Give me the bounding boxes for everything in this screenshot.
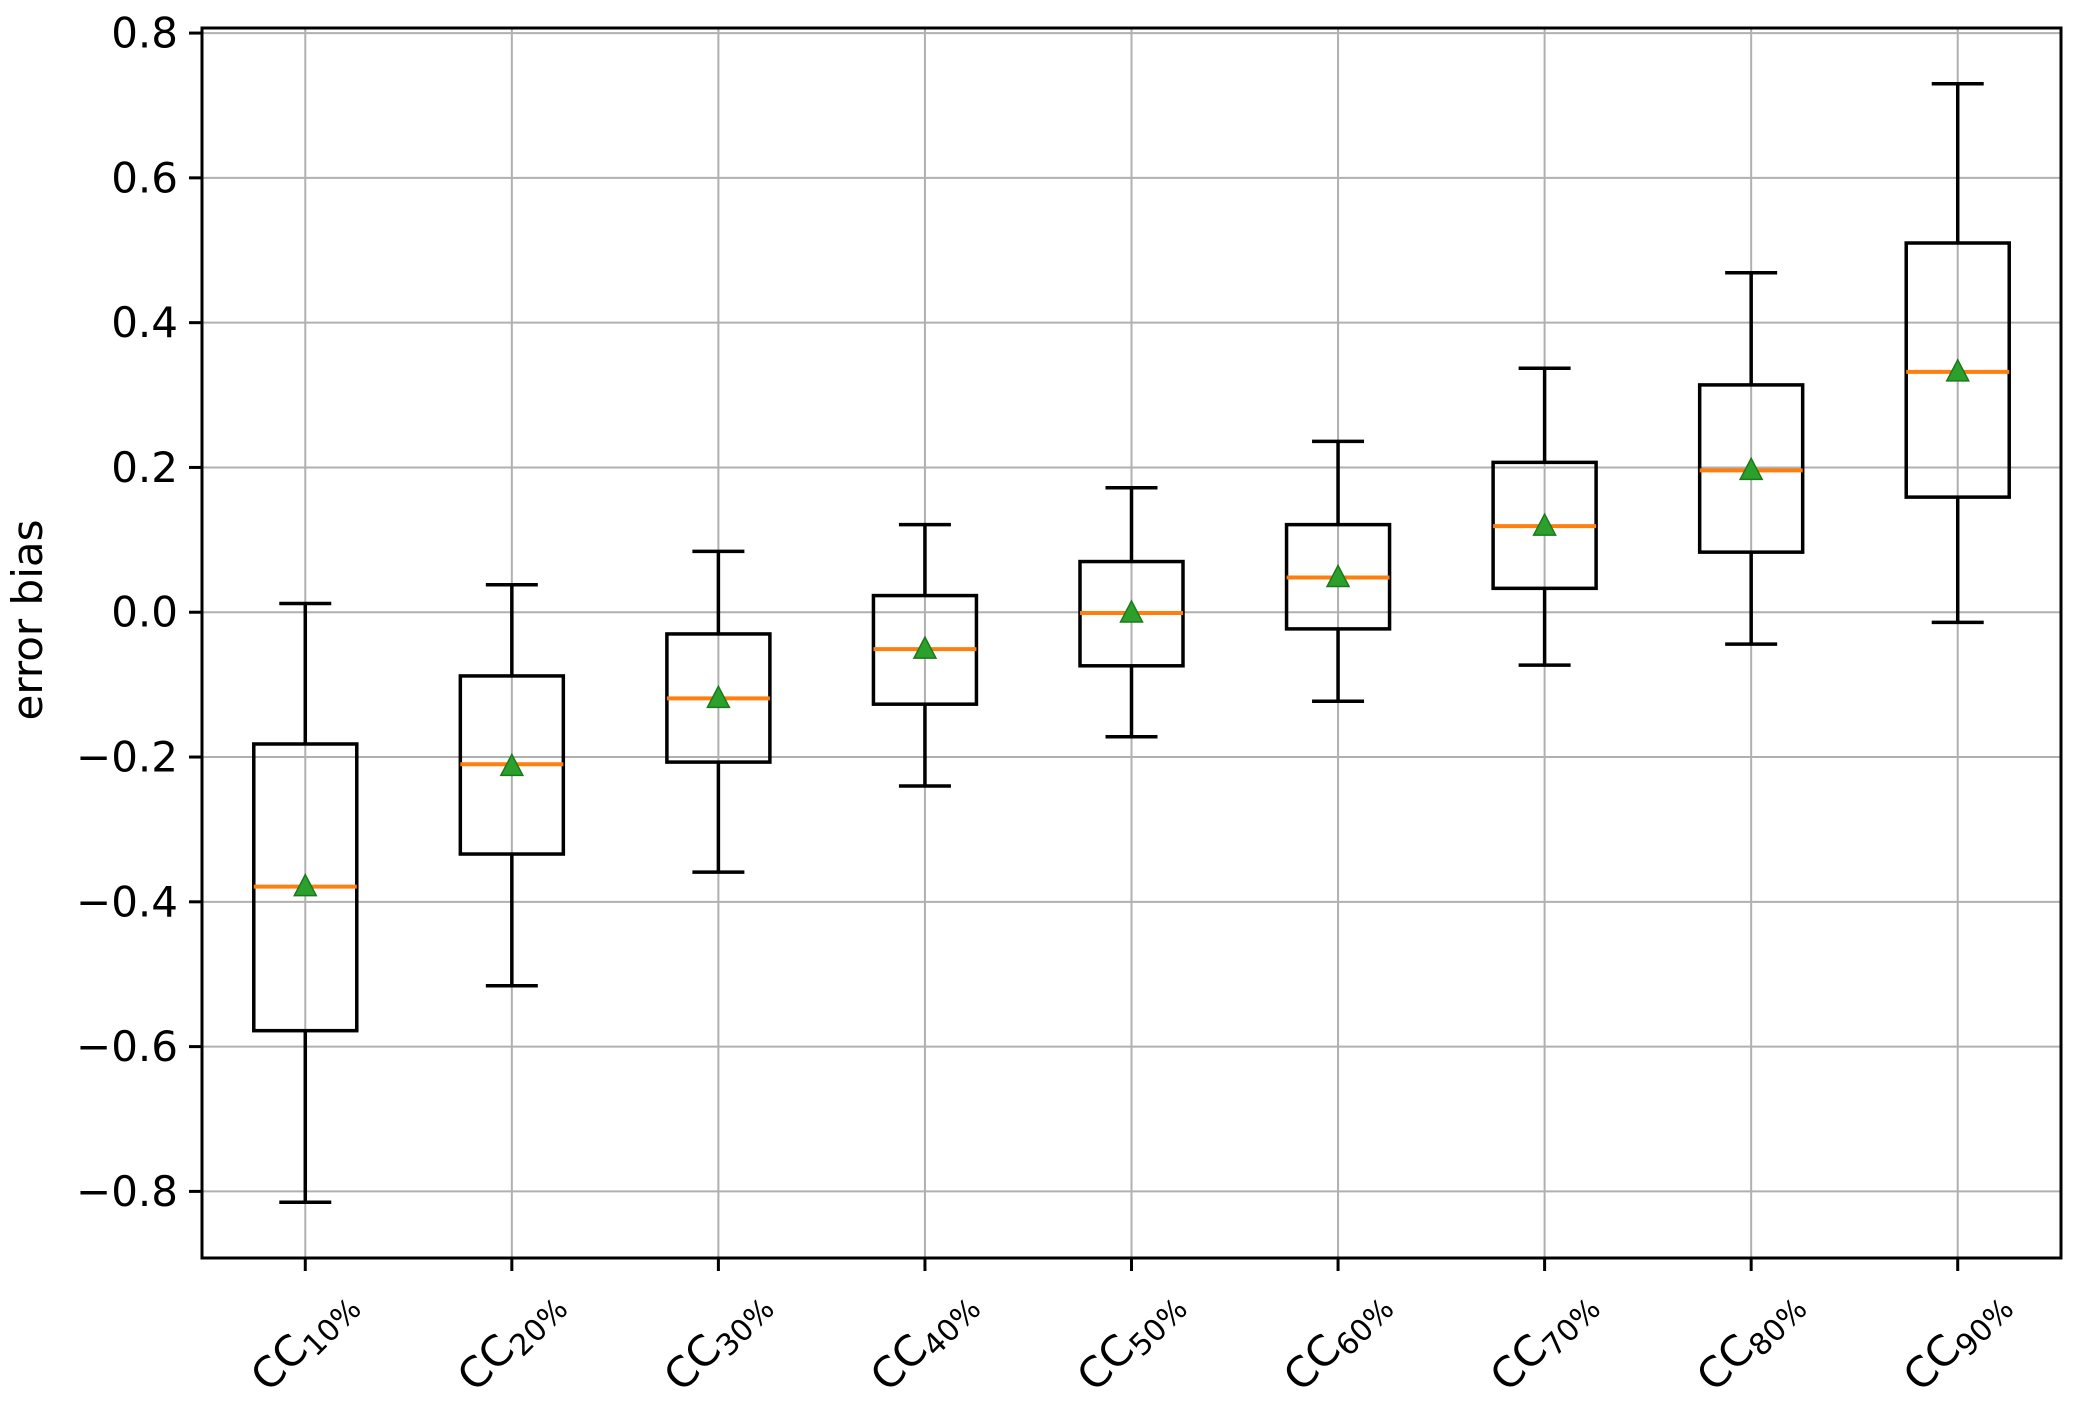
y-tick-label: −0.8 [76, 1167, 178, 1216]
x-tick-label: CC90% [1894, 1277, 2022, 1405]
y-tick-label: 0.2 [111, 443, 178, 492]
x-tick-label: CC70% [1480, 1277, 1608, 1405]
y-tick-label: 0.0 [111, 588, 178, 637]
mean-marker [912, 635, 938, 659]
x-tick-label: CC20% [448, 1277, 576, 1405]
x-tick-label: CC10% [241, 1277, 369, 1405]
y-tick-label: 0.8 [111, 9, 178, 58]
mean-marker [1325, 563, 1351, 588]
mean-marker [706, 684, 731, 709]
mean-marker [1945, 358, 1970, 382]
y-tick-label: −0.4 [76, 877, 178, 926]
mean-marker [1532, 512, 1557, 536]
y-tick-label: 0.6 [111, 153, 178, 202]
mean-marker [1119, 599, 1144, 623]
x-tick-label: CC30% [654, 1277, 782, 1405]
mean-marker [293, 872, 318, 897]
y-tick-label: −0.2 [76, 733, 178, 782]
y-axis-label: error bias [3, 520, 52, 721]
mean-marker [499, 752, 525, 777]
mean-marker [1738, 456, 1764, 481]
y-tick-label: 0.4 [111, 298, 178, 347]
x-tick-label: CC40% [861, 1277, 989, 1405]
x-tick-label: CC80% [1687, 1277, 1815, 1405]
y-tick-label: −0.6 [76, 1022, 178, 1071]
x-tick-label: CC60% [1274, 1277, 1402, 1405]
x-tick-label: CC50% [1067, 1277, 1195, 1405]
